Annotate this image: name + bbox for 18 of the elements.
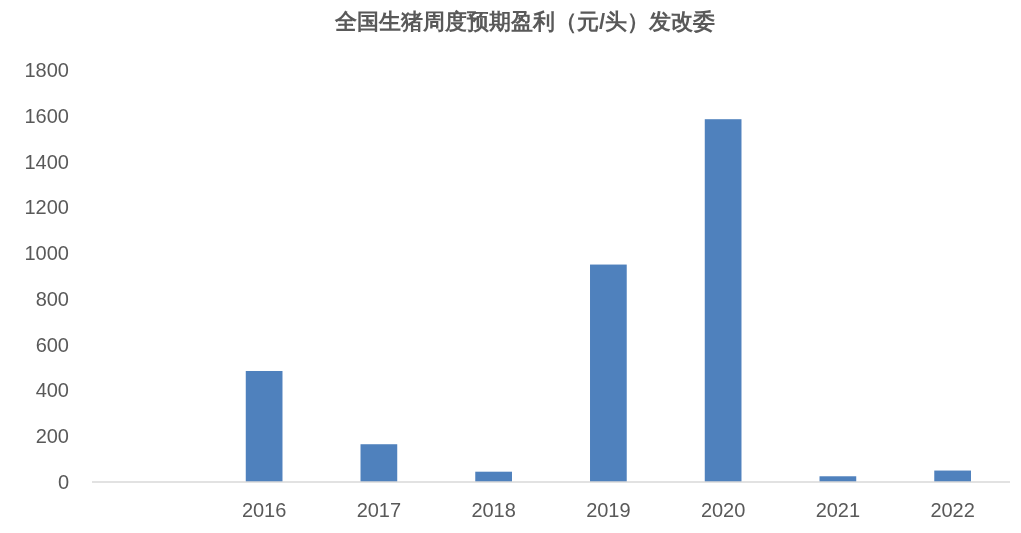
y-tick-label: 200 (35, 425, 69, 448)
y-tick-label: 1000 (24, 242, 69, 265)
x-tick-label: 2020 (700, 499, 746, 521)
y-tick-label: 600 (35, 333, 69, 356)
x-tick-label: 2016 (241, 499, 287, 521)
y-tick-label: 1200 (24, 196, 69, 219)
x-tick-label: 2021 (815, 499, 861, 521)
x-tick-label: 2019 (586, 499, 631, 521)
y-tick-label: 1400 (24, 150, 69, 173)
title: 全国生猪周度预期盈利（元/头）发改委 (334, 9, 716, 34)
x-tick-label: 2022 (930, 499, 975, 521)
y-tick-label: 1600 (24, 104, 69, 127)
x-tick-label: 2018 (471, 499, 516, 521)
y-tick-label: 400 (35, 379, 69, 402)
y-tick-label: 0 (57, 471, 69, 493)
y-tick-label: 800 (35, 287, 69, 310)
x-tick-label: 2017 (356, 499, 402, 521)
y-tick-label: 1800 (24, 59, 69, 81)
